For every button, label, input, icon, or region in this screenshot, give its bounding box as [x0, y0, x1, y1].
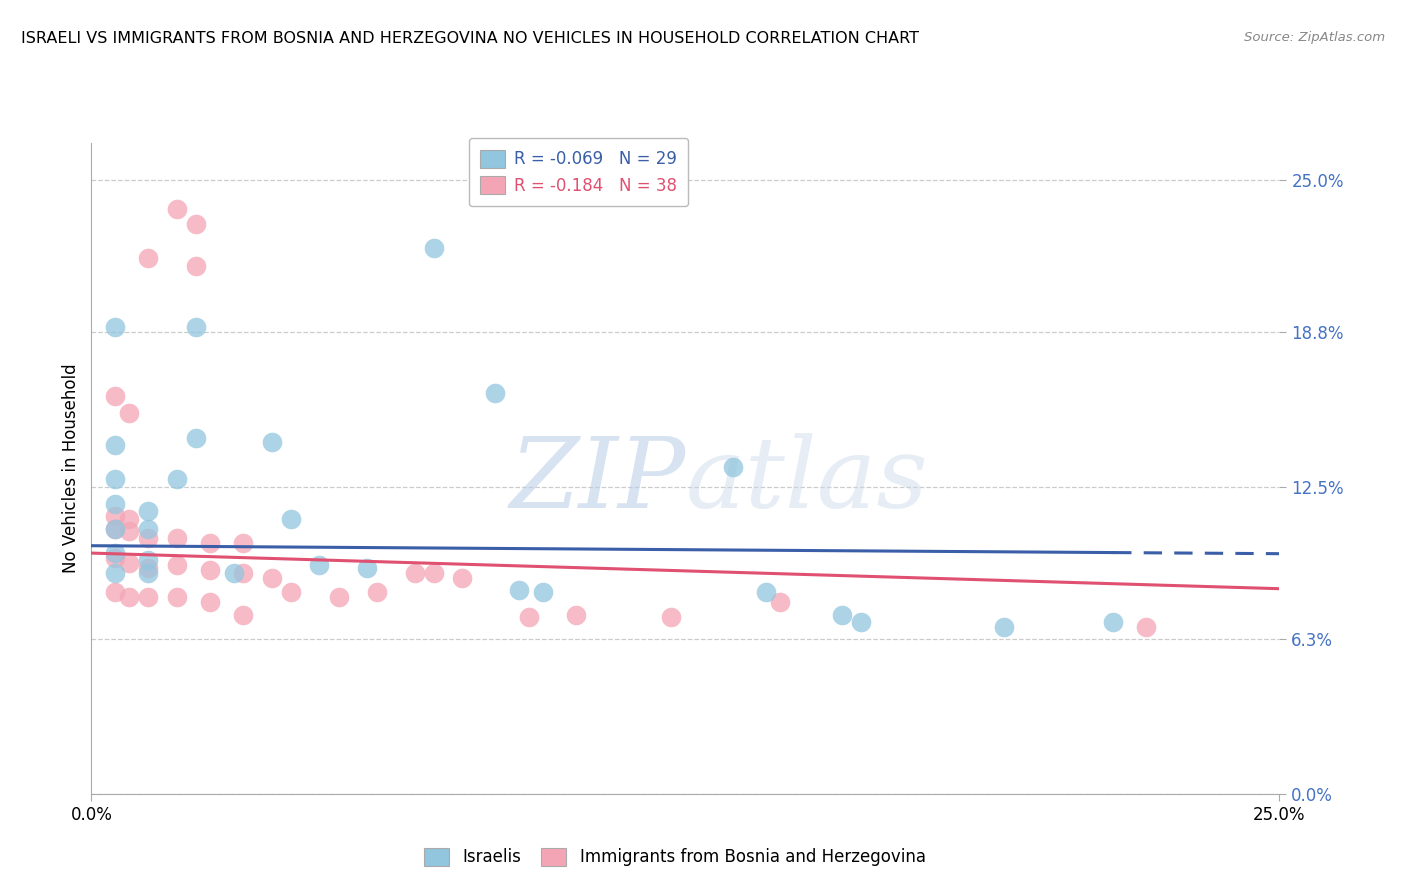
Point [166, 472, 188, 486]
Point [232, 536, 254, 550]
Point [104, 551, 127, 566]
Point [508, 582, 530, 597]
Point [166, 202, 188, 216]
Point [422, 566, 444, 580]
Point [232, 607, 254, 622]
Point [451, 571, 474, 585]
Point [993, 620, 1015, 634]
Point [222, 566, 245, 580]
Text: ISRAELI VS IMMIGRANTS FROM BOSNIA AND HERZEGOVINA NO VEHICLES IN HOUSEHOLD CORRE: ISRAELI VS IMMIGRANTS FROM BOSNIA AND HE… [21, 31, 920, 46]
Point [118, 524, 141, 538]
Point [1135, 620, 1157, 634]
Point [104, 585, 127, 599]
Point [104, 438, 127, 452]
Point [755, 585, 778, 599]
Y-axis label: No Vehicles in Household: No Vehicles in Household [62, 363, 80, 574]
Point [260, 435, 283, 450]
Point [769, 595, 792, 609]
Point [366, 585, 388, 599]
Point [104, 566, 127, 580]
Point [104, 472, 127, 486]
Legend: R = -0.069   N = 29, R = -0.184   N = 38: R = -0.069 N = 29, R = -0.184 N = 38 [468, 138, 689, 206]
Point [118, 406, 141, 420]
Point [831, 607, 853, 622]
Point [328, 591, 350, 605]
Point [404, 566, 426, 580]
Point [184, 320, 207, 334]
Point [138, 553, 160, 567]
Point [138, 532, 160, 546]
Point [200, 563, 222, 577]
Point [851, 615, 873, 629]
Point [118, 591, 141, 605]
Point [517, 610, 540, 624]
Point [138, 566, 160, 580]
Point [308, 558, 330, 573]
Legend: Israelis, Immigrants from Bosnia and Herzegovina: Israelis, Immigrants from Bosnia and Her… [418, 841, 932, 873]
Point [1102, 615, 1125, 629]
Text: atlas: atlas [685, 434, 928, 529]
Point [280, 511, 302, 525]
Point [104, 320, 127, 334]
Point [531, 585, 554, 599]
Point [184, 431, 207, 445]
Text: Source: ZipAtlas.com: Source: ZipAtlas.com [1244, 31, 1385, 45]
Point [280, 585, 302, 599]
Point [118, 511, 141, 525]
Point [356, 561, 378, 575]
Point [659, 610, 682, 624]
Point [138, 521, 160, 535]
Point [138, 251, 160, 265]
Point [104, 546, 127, 560]
Point [484, 386, 506, 401]
Point [260, 571, 283, 585]
Point [200, 595, 222, 609]
Point [565, 607, 588, 622]
Point [166, 591, 188, 605]
Point [422, 241, 444, 255]
Point [104, 389, 127, 403]
Point [104, 497, 127, 511]
Text: ZIP: ZIP [509, 434, 685, 529]
Point [104, 509, 127, 524]
Point [721, 460, 744, 475]
Point [166, 532, 188, 546]
Point [118, 556, 141, 570]
Point [138, 591, 160, 605]
Point [138, 561, 160, 575]
Point [200, 536, 222, 550]
Point [104, 521, 127, 535]
Point [184, 217, 207, 231]
Point [104, 521, 127, 535]
Point [232, 566, 254, 580]
Point [138, 504, 160, 518]
Point [166, 558, 188, 573]
Point [184, 259, 207, 273]
